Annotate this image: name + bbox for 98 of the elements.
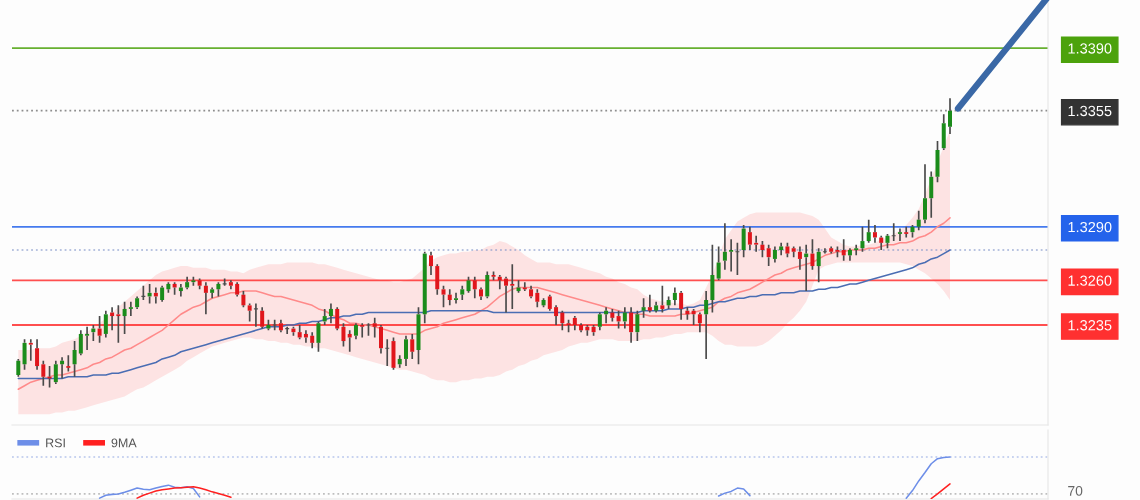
candlestick bbox=[203, 281, 208, 316]
candlestick bbox=[510, 263, 515, 310]
y-tick-label: 1.3290 bbox=[1068, 221, 1112, 233]
candlestick bbox=[660, 284, 665, 314]
candlestick bbox=[791, 245, 796, 258]
candlestick bbox=[879, 234, 884, 251]
candlestick bbox=[410, 333, 415, 360]
candlestick bbox=[948, 97, 952, 135]
candlestick bbox=[504, 275, 509, 314]
candlestick bbox=[897, 227, 902, 242]
candlestick bbox=[103, 309, 108, 339]
candlestick bbox=[422, 250, 427, 325]
candlestick bbox=[479, 286, 484, 301]
candlestick bbox=[416, 306, 421, 366]
candlestick bbox=[122, 300, 127, 335]
candlestick bbox=[403, 334, 408, 367]
candlestick bbox=[128, 300, 133, 317]
candlestick bbox=[160, 284, 165, 303]
candlestick bbox=[560, 309, 565, 332]
candlestick bbox=[135, 295, 140, 310]
y-tick-label: 1.3260 bbox=[1068, 275, 1112, 286]
candlestick bbox=[435, 263, 440, 296]
candlestick bbox=[697, 311, 702, 333]
candlestick bbox=[335, 306, 340, 332]
candlestick bbox=[28, 338, 33, 362]
candlestick bbox=[297, 324, 302, 341]
candlestick bbox=[679, 290, 684, 321]
candlestick bbox=[847, 247, 852, 262]
candlestick bbox=[210, 286, 215, 300]
candlestick bbox=[185, 275, 190, 291]
text: 70 bbox=[1068, 485, 1083, 496]
candlestick bbox=[529, 284, 534, 300]
candlestick bbox=[554, 304, 559, 326]
candlestick bbox=[303, 329, 308, 344]
candlestick bbox=[797, 245, 802, 271]
candlestick bbox=[278, 318, 283, 333]
candlestick bbox=[328, 302, 333, 325]
candlestick bbox=[485, 270, 490, 300]
candlestick bbox=[654, 300, 659, 314]
candlestick bbox=[228, 279, 233, 291]
candlestick bbox=[904, 225, 909, 239]
candlestick bbox=[260, 306, 265, 330]
candlestick bbox=[310, 331, 315, 350]
candlestick bbox=[841, 238, 846, 262]
candlestick bbox=[754, 234, 759, 253]
candlestick bbox=[729, 238, 734, 273]
line-series bbox=[17, 217, 951, 391]
candlestick bbox=[866, 218, 871, 244]
candlestick bbox=[85, 325, 90, 351]
candlestick bbox=[322, 308, 327, 326]
legend-label: 9MA bbox=[111, 438, 137, 448]
candlestick bbox=[535, 288, 540, 308]
candlestick bbox=[235, 281, 240, 298]
candlestick bbox=[72, 340, 77, 378]
candlestick bbox=[629, 306, 634, 344]
candlestick bbox=[97, 315, 102, 344]
candlestick bbox=[941, 113, 946, 151]
candlestick bbox=[747, 225, 752, 251]
candlestick bbox=[353, 322, 358, 341]
candlestick bbox=[35, 338, 40, 371]
candlestick bbox=[66, 354, 71, 373]
candlestick bbox=[454, 292, 459, 305]
candlestick bbox=[916, 209, 921, 232]
candlestick bbox=[816, 247, 821, 283]
legend-label: RSI bbox=[46, 438, 65, 448]
y-tick-label: 1.3355 bbox=[1068, 105, 1112, 117]
candlestick bbox=[710, 243, 715, 314]
candlestick bbox=[704, 290, 709, 360]
candlestick bbox=[372, 317, 377, 339]
candlestick bbox=[47, 365, 52, 389]
candlestick bbox=[772, 245, 777, 264]
candlestick bbox=[572, 315, 577, 332]
candlestick bbox=[722, 222, 727, 271]
candlestick bbox=[447, 288, 452, 307]
candlestick bbox=[347, 329, 352, 353]
candlestick bbox=[397, 354, 402, 369]
candlestick bbox=[116, 304, 121, 344]
candlestick bbox=[472, 275, 477, 300]
candlestick bbox=[854, 243, 859, 257]
candlestick bbox=[429, 250, 433, 276]
candlestick bbox=[872, 224, 877, 244]
candlestick bbox=[672, 286, 677, 307]
candlestick bbox=[16, 358, 21, 378]
y-tick-label: 1.3390 bbox=[1068, 43, 1112, 54]
candlestick bbox=[829, 245, 834, 255]
candlestick bbox=[579, 322, 584, 333]
candlestick bbox=[378, 324, 383, 355]
candlestick bbox=[360, 322, 365, 339]
candlestick bbox=[78, 329, 83, 357]
candlestick bbox=[647, 293, 652, 314]
candlestick bbox=[460, 284, 465, 301]
candlestick bbox=[53, 359, 58, 385]
candlestick bbox=[779, 242, 784, 257]
candlestick bbox=[547, 293, 552, 312]
candlestick bbox=[41, 359, 46, 387]
candlestick bbox=[929, 170, 934, 219]
y-tick-label: 1.3235 bbox=[1068, 320, 1112, 331]
candlestick bbox=[922, 163, 927, 225]
